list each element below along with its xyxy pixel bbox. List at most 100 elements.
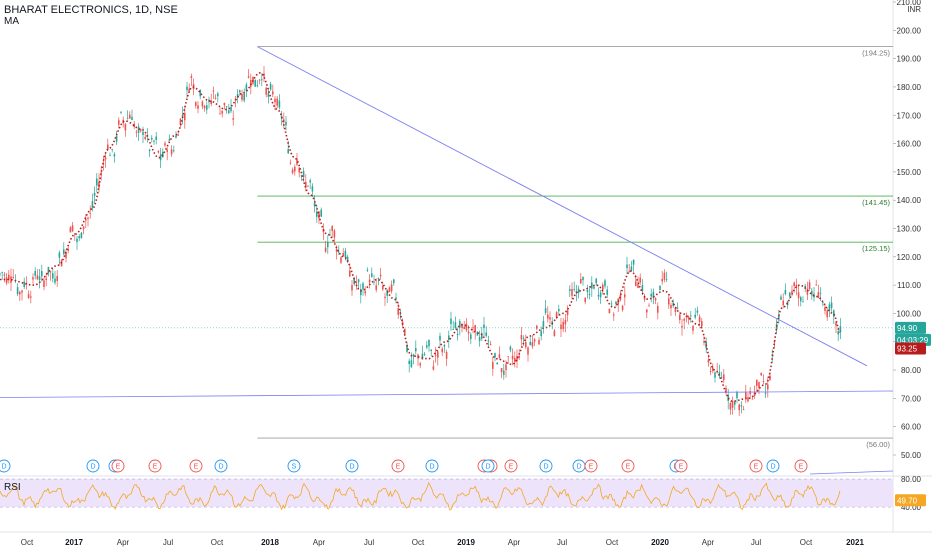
- candle-body: [441, 348, 443, 353]
- candle-body: [111, 149, 113, 150]
- indicator-legend-ma[interactable]: MA: [4, 16, 19, 27]
- price-tick-label: 140.00: [897, 196, 922, 205]
- candle-body: [520, 335, 523, 340]
- event-marker-D: [539, 459, 553, 473]
- candle-body: [839, 326, 842, 333]
- candle-body: [225, 106, 228, 108]
- price-tick-label: 210.00: [897, 0, 922, 7]
- candle-body: [38, 276, 41, 281]
- candle-body: [736, 392, 738, 399]
- trendlines[interactable]: [0, 46, 894, 398]
- candle-body: [430, 349, 432, 352]
- candle-body: [613, 314, 615, 316]
- price-tick-label: 100.00: [897, 309, 922, 318]
- rsi-tick-label: 40.00: [901, 503, 922, 512]
- candle-body: [80, 232, 83, 239]
- candle-body: [626, 264, 628, 268]
- candle-body: [602, 284, 604, 290]
- candle-body: [276, 98, 278, 106]
- candle-body: [395, 297, 397, 300]
- candle-body: [641, 285, 644, 292]
- candle-body: [27, 294, 30, 299]
- candle-body: [294, 166, 296, 172]
- candle-body: [624, 294, 626, 298]
- candle-body: [388, 287, 391, 292]
- candle-body: [489, 344, 492, 345]
- last-price-tag-bg: [895, 321, 926, 334]
- candle-body: [162, 151, 164, 158]
- event-marker-E: [504, 459, 518, 473]
- candle-body: [536, 325, 538, 329]
- candle-body: [687, 316, 690, 319]
- candle-body: [3, 274, 6, 276]
- candle-body: [65, 252, 67, 259]
- candle-body: [258, 79, 261, 81]
- price-tick-label: 80.00: [901, 366, 922, 375]
- candle-body: [67, 248, 69, 251]
- candle-body: [208, 99, 210, 103]
- candle-body: [478, 337, 481, 341]
- candle-body: [269, 83, 272, 90]
- candle-body: [646, 309, 648, 313]
- candle-body: [203, 105, 206, 109]
- candle-body: [830, 302, 833, 308]
- candle-body: [566, 309, 569, 315]
- candle-body: [305, 181, 307, 187]
- candle-body: [375, 285, 377, 290]
- candle-body: [606, 289, 608, 295]
- candle-body: [533, 339, 536, 342]
- candle-body: [782, 300, 784, 306]
- candle-body: [329, 234, 331, 236]
- candle-body: [588, 293, 591, 295]
- candle-body: [131, 116, 133, 121]
- candle-body: [833, 310, 835, 317]
- candle-body: [254, 79, 256, 87]
- event-markers[interactable]: DDSEEDSDEDEEEDDEEDEEDEED: [0, 459, 894, 475]
- candle-body: [63, 249, 65, 255]
- candle-body: [692, 325, 694, 331]
- time-label: Apr: [117, 538, 130, 547]
- price-tick-label: 180.00: [897, 83, 922, 92]
- candle-body: [228, 110, 230, 114]
- horizontal-levels[interactable]: (194.25) (141.45) (125.15) (56.00): [257, 46, 893, 449]
- candle-body: [494, 353, 496, 358]
- candle-body: [164, 143, 166, 146]
- candle-body: [467, 331, 470, 334]
- level-label: (141.45): [862, 198, 890, 207]
- level-label: (56.00): [866, 440, 890, 449]
- candle-body: [564, 319, 567, 325]
- price-axis[interactable]: 210.00 200.00 190.00 180.00 170.00 160.00 150.…: [893, 0, 922, 512]
- candle-body: [188, 88, 190, 92]
- candle-body: [808, 282, 811, 290]
- candle-body: [241, 94, 243, 100]
- time-axis[interactable]: Oct 2017 Apr Jul Oct 2018 Apr Jul Oct 2019 Apr Jul O…: [21, 538, 865, 547]
- price-tick-label: 50.00: [901, 451, 922, 460]
- candle-body: [142, 131, 144, 135]
- candle-body: [450, 318, 452, 325]
- candle-body: [509, 346, 512, 351]
- candle-body: [723, 374, 725, 381]
- candle-body: [663, 272, 666, 280]
- candle-body: [1, 272, 3, 274]
- candle-body: [56, 276, 58, 281]
- candle-body: [109, 155, 111, 157]
- candle-body: [665, 279, 668, 281]
- candle-body: [406, 345, 408, 352]
- moving-average-line: [0, 72, 841, 403]
- candle-body: [93, 193, 96, 196]
- candle-body: [591, 282, 593, 289]
- candle-body: [542, 320, 545, 328]
- candle-body: [632, 259, 635, 265]
- candle-body: [654, 298, 657, 301]
- candle-body: [415, 348, 417, 352]
- candle-body: [41, 271, 43, 277]
- candlesticks: [0, 66, 842, 416]
- candle-body: [485, 332, 487, 336]
- candle-body: [382, 285, 384, 290]
- candle-body: [503, 370, 505, 375]
- candle-body: [630, 266, 633, 271]
- candle-body: [635, 281, 637, 286]
- event-marker-label: E: [396, 464, 401, 471]
